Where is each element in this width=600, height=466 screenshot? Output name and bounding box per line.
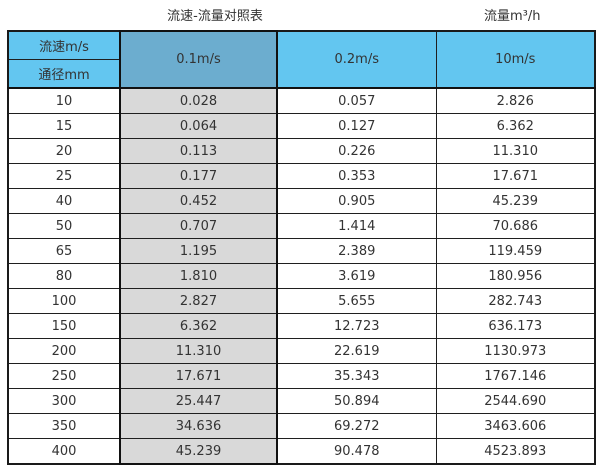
- value-cell-10ms: 11.310: [435, 138, 596, 164]
- value-cell-0.2ms: 0.057: [276, 87, 437, 114]
- diameter-cell: 15: [7, 113, 121, 139]
- value-cell-0.1ms: 0.452: [119, 188, 278, 214]
- value-cell-0.1ms: 6.362: [119, 313, 278, 339]
- corner-cell-velocity-label: 流速m/s: [7, 30, 121, 60]
- value-cell-0.2ms: 3.619: [276, 263, 437, 289]
- value-cell-0.2ms: 22.619: [276, 338, 437, 364]
- diameter-cell: 65: [7, 238, 121, 264]
- table-row: 50 0.707 1.414 70.686: [7, 213, 596, 239]
- value-cell-0.2ms: 2.389: [276, 238, 437, 264]
- value-cell-10ms: 2544.690: [435, 388, 596, 414]
- value-cell-0.2ms: 5.655: [276, 288, 437, 314]
- table-row: 100 2.827 5.655 282.743: [7, 288, 596, 314]
- diameter-cell: 10: [7, 87, 121, 114]
- value-cell-0.2ms: 69.272: [276, 413, 437, 439]
- value-cell-10ms: 180.956: [435, 263, 596, 289]
- corner-cell-diameter-label: 通径mm: [7, 59, 121, 89]
- diameter-cell: 250: [7, 363, 121, 389]
- value-cell-10ms: 45.239: [435, 188, 596, 214]
- flow-unit-title: 流量m³/h: [484, 9, 541, 24]
- value-cell-0.1ms: 1.195: [119, 238, 278, 264]
- value-cell-10ms: 17.671: [435, 163, 596, 189]
- table-header: 流速m/s 0.1m/s 0.2m/s 10m/s 通径mm: [7, 30, 596, 89]
- value-cell-10ms: 6.362: [435, 113, 596, 139]
- table-row: 150 6.362 12.723 636.173: [7, 313, 596, 339]
- value-cell-0.2ms: 0.905: [276, 188, 437, 214]
- diameter-cell: 400: [7, 438, 121, 465]
- diameter-cell: 100: [7, 288, 121, 314]
- header-row-diameter: 通径mm: [7, 59, 595, 89]
- table-row: 25 0.177 0.353 17.671: [7, 163, 596, 189]
- table-row: 250 17.671 35.343 1767.146: [7, 363, 596, 389]
- table-title: 流速-流量对照表: [167, 9, 263, 24]
- diameter-cell: 150: [7, 313, 121, 339]
- value-cell-10ms: 4523.893: [435, 438, 596, 465]
- diameter-cell: 80: [7, 263, 121, 289]
- table-row: 10 0.028 0.057 2.826: [7, 87, 596, 114]
- header-row-velocity: 流速m/s 0.1m/s 0.2m/s 10m/s: [7, 30, 596, 89]
- value-cell-0.1ms: 11.310: [119, 338, 278, 364]
- value-cell-0.2ms: 0.226: [276, 138, 437, 164]
- value-cell-0.1ms: 45.239: [119, 438, 278, 465]
- diameter-cell: 300: [7, 388, 121, 414]
- diameter-cell: 25: [7, 163, 121, 189]
- table-row: 400 45.239 90.478 4523.893: [7, 438, 596, 465]
- value-cell-10ms: 119.459: [435, 238, 596, 264]
- table-row: 200 11.310 22.619 1130.973: [7, 338, 596, 364]
- diameter-cell: 50: [7, 213, 121, 239]
- value-cell-10ms: 3463.606: [435, 413, 596, 439]
- table-row: 20 0.113 0.226 11.310: [7, 138, 596, 164]
- diameter-cell: 40: [7, 188, 121, 214]
- value-cell-0.2ms: 90.478: [276, 438, 437, 465]
- value-cell-0.2ms: 35.343: [276, 363, 437, 389]
- table-row: 300 25.447 50.894 2544.690: [7, 388, 596, 414]
- table-row: 80 1.810 3.619 180.956: [7, 263, 596, 289]
- value-cell-0.2ms: 0.127: [276, 113, 437, 139]
- value-cell-0.1ms: 0.177: [119, 163, 278, 189]
- flow-rate-table: 流速m/s 0.1m/s 0.2m/s 10m/s 通径mm 10 0.028 …: [7, 30, 596, 465]
- value-cell-10ms: 1767.146: [435, 363, 596, 389]
- value-cell-0.2ms: 1.414: [276, 213, 437, 239]
- value-cell-0.1ms: 34.636: [119, 413, 278, 439]
- value-cell-0.1ms: 0.028: [119, 87, 278, 114]
- value-cell-10ms: 282.743: [435, 288, 596, 314]
- table-row: 15 0.064 0.127 6.362: [7, 113, 596, 139]
- value-cell-10ms: 636.173: [435, 313, 596, 339]
- table-body: 10 0.028 0.057 2.826 15 0.064 0.127 6.36…: [7, 87, 596, 465]
- table-row: 65 1.195 2.389 119.459: [7, 238, 596, 264]
- value-cell-0.2ms: 12.723: [276, 313, 437, 339]
- diameter-cell: 350: [7, 413, 121, 439]
- column-header-0.1ms: 0.1m/s: [119, 30, 278, 89]
- value-cell-10ms: 2.826: [435, 87, 596, 114]
- value-cell-0.1ms: 0.113: [119, 138, 278, 164]
- table-row: 350 34.636 69.272 3463.606: [7, 413, 596, 439]
- value-cell-0.1ms: 17.671: [119, 363, 278, 389]
- value-cell-0.1ms: 0.064: [119, 113, 278, 139]
- value-cell-0.2ms: 50.894: [276, 388, 437, 414]
- table-row: 40 0.452 0.905 45.239: [7, 188, 596, 214]
- value-cell-10ms: 70.686: [435, 213, 596, 239]
- diameter-cell: 20: [7, 138, 121, 164]
- value-cell-10ms: 1130.973: [435, 338, 596, 364]
- value-cell-0.2ms: 0.353: [276, 163, 437, 189]
- value-cell-0.1ms: 1.810: [119, 263, 278, 289]
- value-cell-0.1ms: 2.827: [119, 288, 278, 314]
- value-cell-0.1ms: 0.707: [119, 213, 278, 239]
- column-header-0.2ms: 0.2m/s: [276, 30, 437, 89]
- column-header-10ms: 10m/s: [435, 30, 596, 89]
- diameter-cell: 200: [7, 338, 121, 364]
- value-cell-0.1ms: 25.447: [119, 388, 278, 414]
